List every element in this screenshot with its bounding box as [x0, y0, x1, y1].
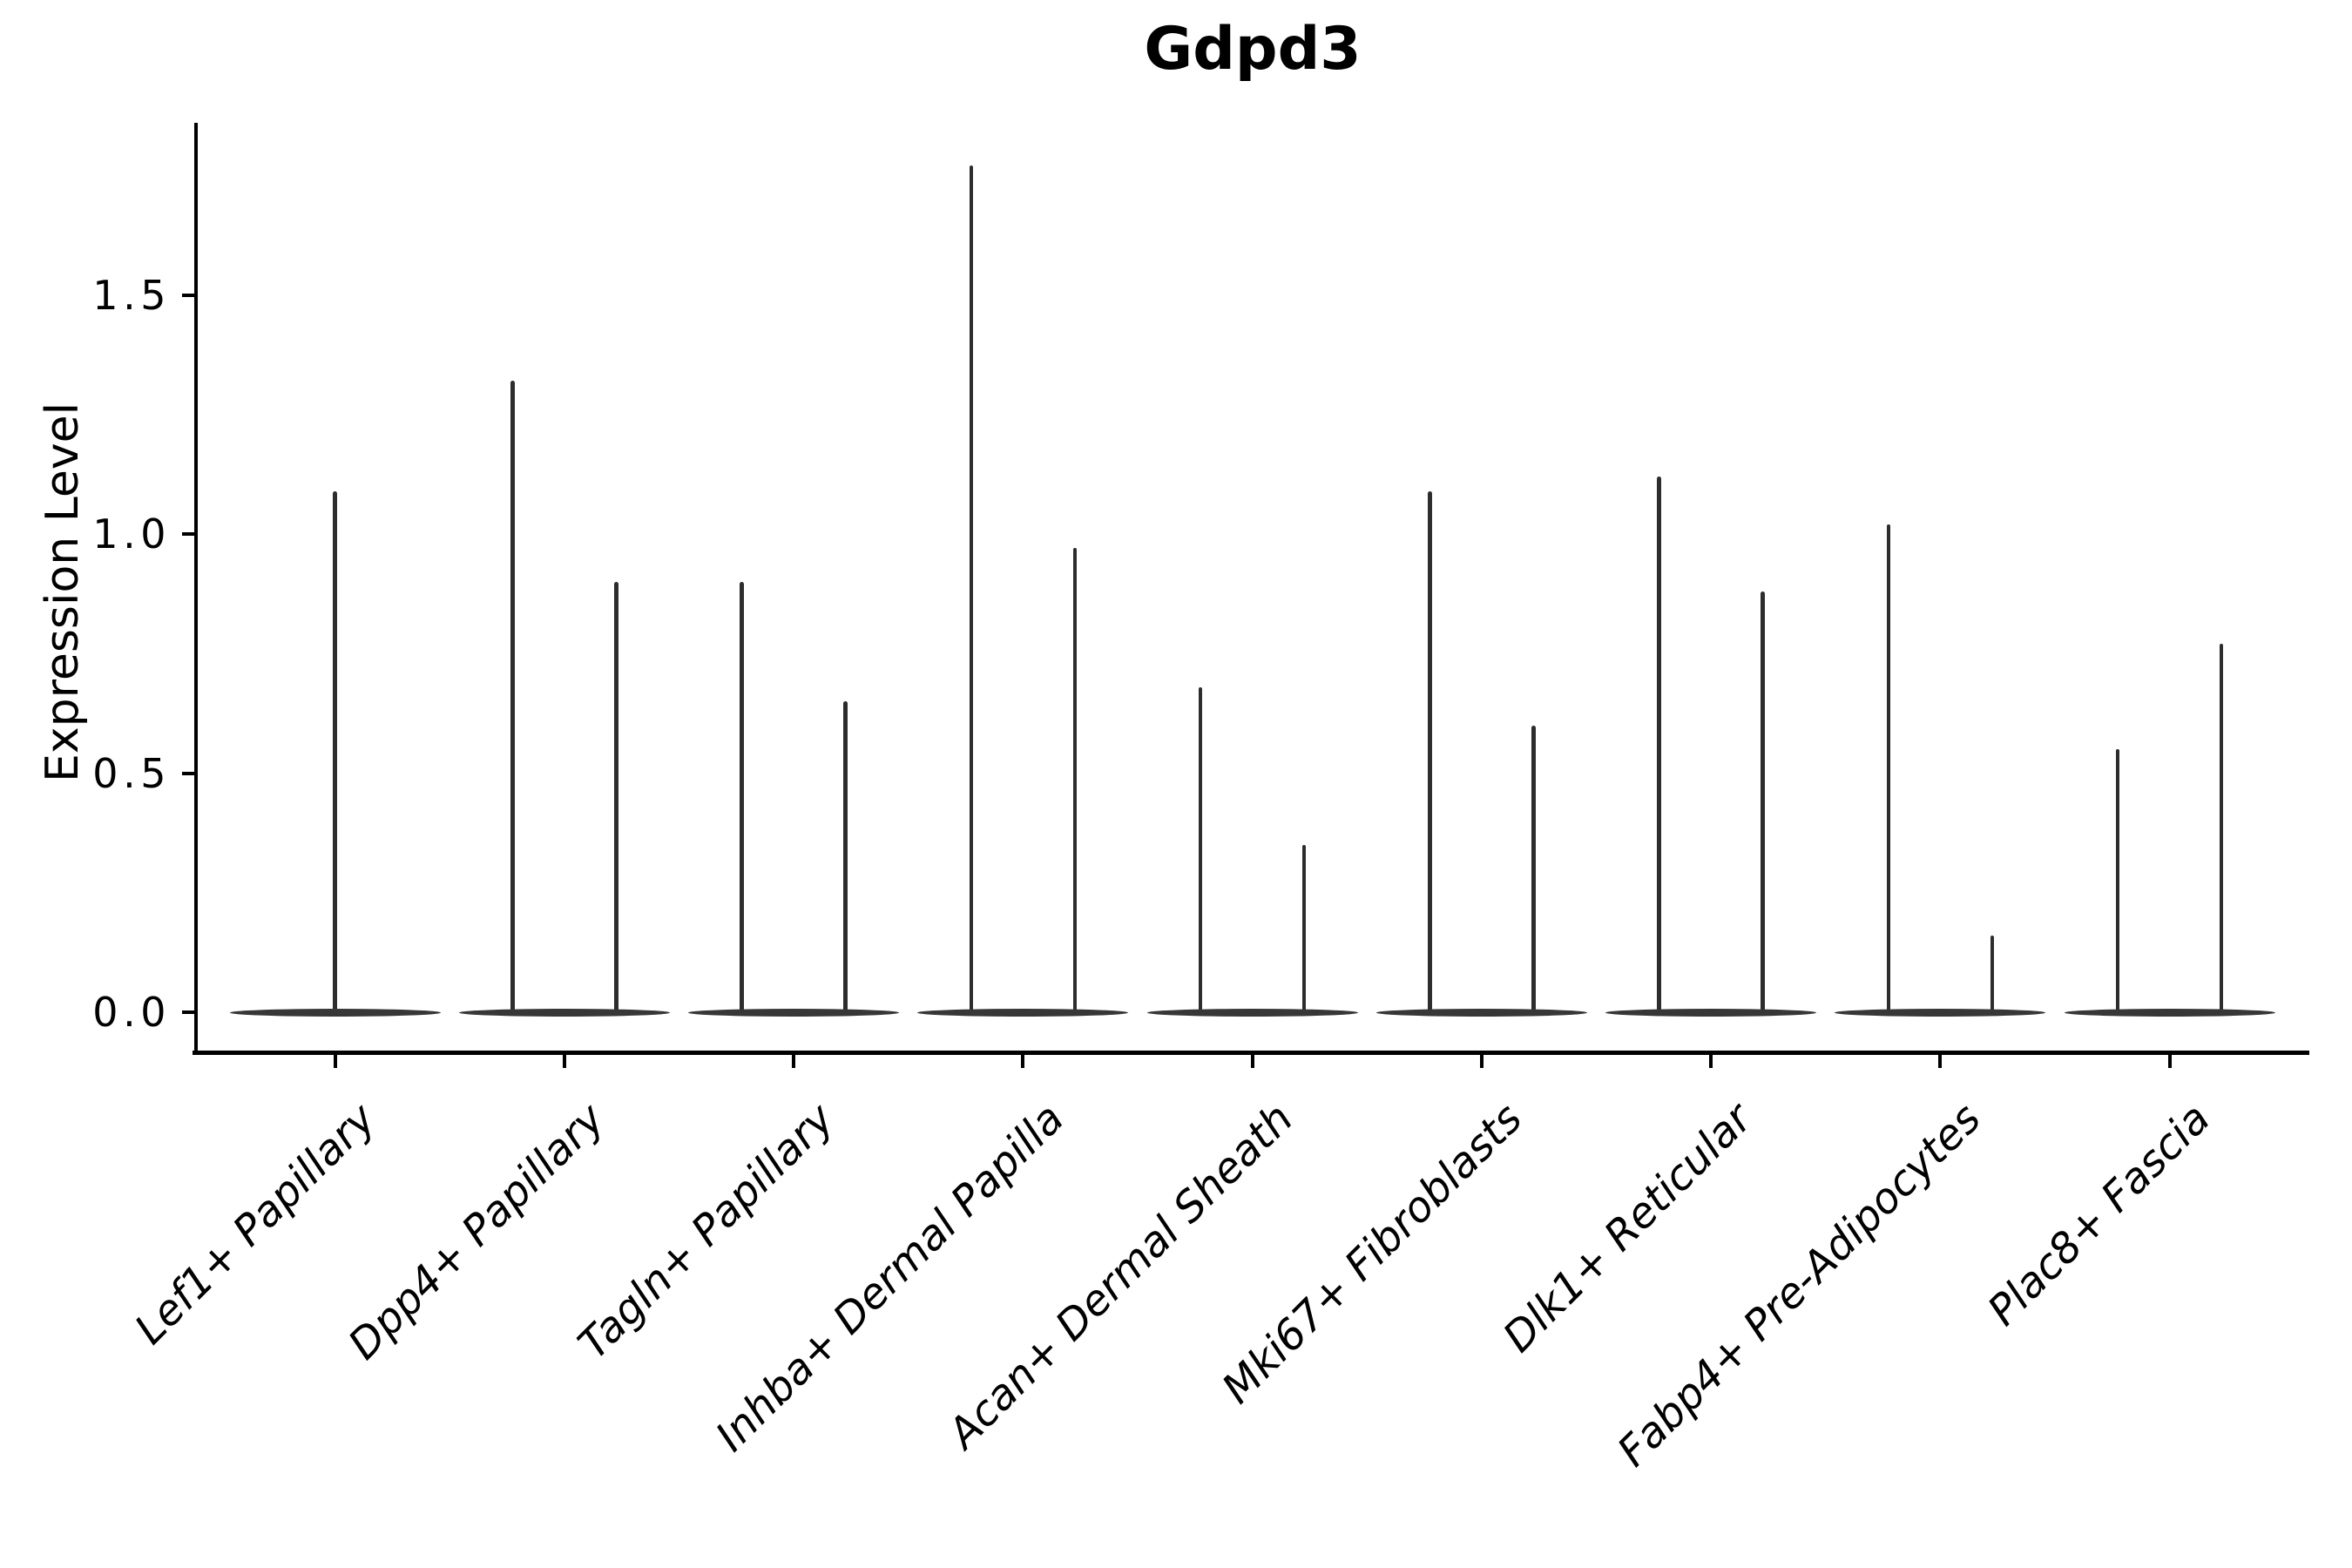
violin-base: [2064, 1008, 2275, 1017]
x-tick-label: Dpp4+ Papillary: [339, 1094, 615, 1369]
y-tick-mark: [182, 771, 194, 775]
y-tick-mark: [182, 293, 194, 297]
x-tick-mark: [1709, 1055, 1713, 1068]
violin-spike: [614, 581, 618, 1014]
violin-base: [1605, 1008, 1816, 1017]
x-axis-line: [193, 1051, 2309, 1055]
violin-spike: [1886, 524, 1890, 1014]
y-axis-label: Expression Level: [37, 402, 89, 783]
x-tick-mark: [1250, 1055, 1254, 1068]
violin-base: [688, 1008, 899, 1017]
violin-spike: [740, 581, 744, 1014]
x-tick-mark: [333, 1055, 337, 1068]
y-tick-label: 0.5: [92, 749, 171, 797]
violin-spike: [969, 166, 973, 1014]
x-tick-mark: [562, 1055, 566, 1068]
violin-base: [1375, 1008, 1587, 1017]
violin-spike: [1301, 844, 1307, 1014]
x-tick-mark: [1938, 1055, 1943, 1068]
violin-spike: [1761, 591, 1765, 1014]
chart-title: Gdpd3: [1144, 15, 1362, 84]
x-tick-label: Lef1+ Papillary: [125, 1094, 386, 1355]
x-tick-label: Fabp4+ Pre-Adipocytes: [1608, 1094, 1990, 1477]
violin-base: [1835, 1008, 2046, 1017]
violin-spike: [333, 490, 337, 1014]
y-tick-mark: [182, 1010, 194, 1014]
y-tick-mark: [182, 532, 194, 536]
x-tick-mark: [2167, 1055, 2172, 1068]
x-tick-label: Tagln+ Papillary: [569, 1094, 844, 1369]
x-tick-mark: [1479, 1055, 1484, 1068]
violin-spike: [1428, 490, 1432, 1014]
violin-base: [458, 1008, 670, 1017]
violin-spike: [510, 381, 515, 1014]
violin-spike: [1072, 548, 1077, 1014]
y-tick-label: 1.5: [92, 271, 171, 319]
violin-spike: [1990, 936, 1994, 1014]
x-tick-label: Dlk1+ Reticular: [1493, 1094, 1761, 1362]
y-axis-line: [194, 123, 198, 1055]
violin-spike: [843, 701, 848, 1014]
violin-spike: [2115, 749, 2120, 1014]
x-tick-label: Plac8+ Fascia: [1978, 1094, 2220, 1335]
x-tick-mark: [792, 1055, 795, 1068]
violin-spike: [1531, 725, 1536, 1014]
violin-base: [1146, 1008, 1358, 1017]
x-tick-mark: [1021, 1055, 1025, 1068]
y-tick-label: 1.0: [92, 510, 171, 558]
violin-base: [229, 1008, 441, 1017]
violin-base: [917, 1008, 1129, 1017]
violin-spike: [1657, 476, 1661, 1014]
violin-spike: [2219, 644, 2224, 1014]
violin-spike: [1198, 686, 1203, 1014]
y-tick-label: 0.0: [92, 989, 171, 1036]
